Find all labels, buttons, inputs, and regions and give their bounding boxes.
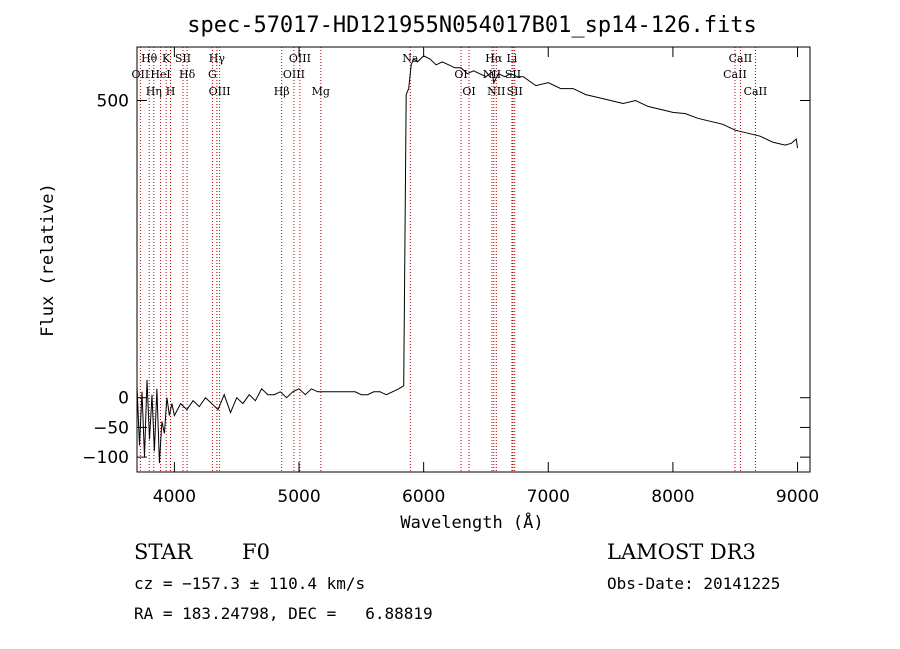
x-tick-label: 7000	[527, 487, 570, 507]
x-tick-label: 5000	[277, 487, 320, 507]
spectral-line-label: Hη	[146, 85, 162, 98]
observation-date: Obs-Date: 20141225	[607, 574, 781, 593]
spectral-line-labels: Hθ OII Hη K HeI H SII Hδ OIII Hγ G Hβ OIII OIII Mg Na OI…	[132, 52, 768, 98]
spectral-line-label: Na	[402, 52, 419, 65]
x-tick-label: 8000	[651, 487, 694, 507]
x-tick-label: 9000	[776, 487, 819, 507]
spectral-line-label: Li	[506, 52, 517, 65]
spectral-line-label: Hβ	[274, 85, 290, 98]
plot-frame	[136, 46, 811, 473]
spectral-line-label: Hα	[485, 52, 503, 65]
spectrum-series-line	[136, 55, 798, 464]
y-axis-label: Flux (relative)	[38, 183, 58, 337]
spectral-line-label: Mg	[312, 85, 330, 98]
spectral-line-label: NII	[487, 85, 505, 98]
axis-ticks	[137, 47, 810, 472]
spectral-line-label: SII	[175, 52, 191, 65]
x-tick-label: 6000	[402, 487, 445, 507]
object-type: STAR	[134, 540, 193, 564]
spectral-line-label: HeI	[150, 68, 170, 81]
spectral-line-label: CaII	[744, 85, 768, 98]
spectral-line-label: G	[208, 68, 217, 81]
spectral-line-label: OI	[454, 68, 467, 81]
spectral-line-label: SII	[507, 85, 523, 98]
spectral-line-label: Hθ	[141, 52, 158, 65]
chart-title: spec-57017-HD121955N054017B01_sp14-126.f…	[187, 13, 757, 38]
spectral-line-label: OIII	[289, 52, 311, 65]
spectral-line-label: H	[166, 85, 176, 98]
redshift-cz: cz = −157.3 ± 110.4 km/s	[134, 574, 366, 593]
x-axis-label: Wavelength (Å)	[400, 511, 543, 533]
x-tick-label: 4000	[153, 487, 196, 507]
spectral-line-label: OI	[462, 85, 475, 98]
spectral-line-label: OIII	[283, 68, 305, 81]
spectral-line-label: Hδ	[179, 68, 196, 81]
spectral-line-label: OIII	[209, 85, 231, 98]
y-tick-label: −100	[82, 448, 129, 468]
object-subclass: F0	[242, 540, 270, 564]
spectral-line-label: Hγ	[209, 52, 226, 65]
spectral-line-label: K	[162, 52, 171, 65]
ra-dec-coordinates: RA = 183.24798, DEC = 6.88819	[134, 604, 433, 623]
spectral-line-label: OII	[132, 68, 150, 81]
survey-name: LAMOST DR3	[607, 540, 756, 564]
y-tick-label: −50	[93, 418, 129, 438]
y-tick-label: 0	[118, 389, 129, 409]
y-tick-label: 500	[97, 91, 129, 111]
spectral-line-label: CaII	[723, 68, 747, 81]
spectral-line-label: CaII	[729, 52, 753, 65]
